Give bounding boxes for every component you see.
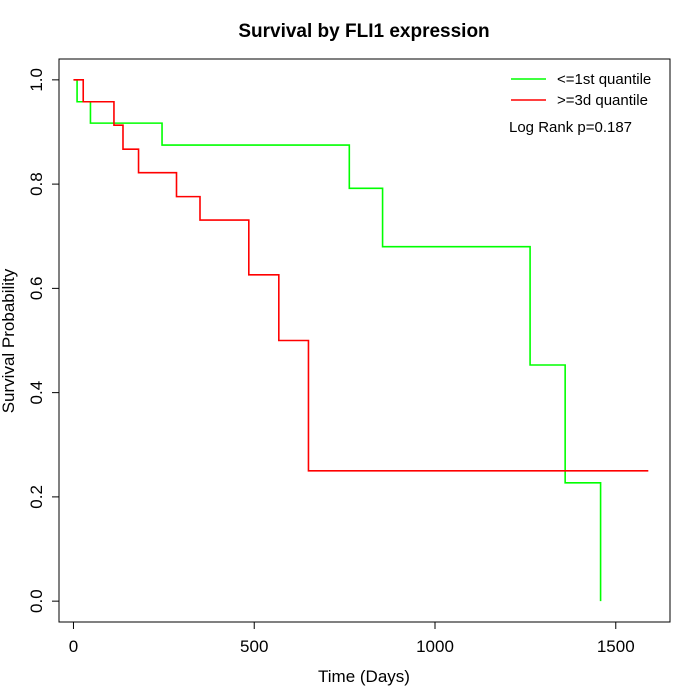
- y-axis-label: Survival Probability: [0, 268, 18, 413]
- series-layer: [73, 79, 649, 602]
- survival-curve-series: [73, 79, 602, 602]
- x-tick-label: 0: [69, 637, 78, 656]
- plot-frame: [58, 58, 671, 623]
- y-tick-label: 0.4: [27, 381, 46, 405]
- legend: <=1st quantile >=3d quantile: [511, 71, 651, 109]
- x-axis: 0 500 1000 1500: [69, 621, 635, 656]
- legend-label: <=1st quantile: [557, 71, 651, 88]
- chart-title: Survival by FLI1 expression: [238, 21, 489, 42]
- y-tick-label: 1.0: [27, 68, 46, 92]
- y-tick-label: 0.2: [27, 485, 46, 509]
- legend-label: >=3d quantile: [557, 92, 648, 109]
- y-axis: 0.0 0.2 0.4 0.6 0.8 1.0: [27, 68, 60, 613]
- x-axis-label: Time (Days): [318, 667, 410, 686]
- x-tick-label: 1000: [416, 637, 454, 656]
- y-tick-label: 0.6: [27, 277, 46, 301]
- survival-curve-series: [73, 79, 649, 472]
- x-tick-label: 500: [240, 637, 268, 656]
- x-tick-label: 1500: [597, 637, 635, 656]
- log-rank-annotation: Log Rank p=0.187: [509, 119, 632, 136]
- y-tick-label: 0.0: [27, 589, 46, 613]
- y-tick-label: 0.8: [27, 172, 46, 196]
